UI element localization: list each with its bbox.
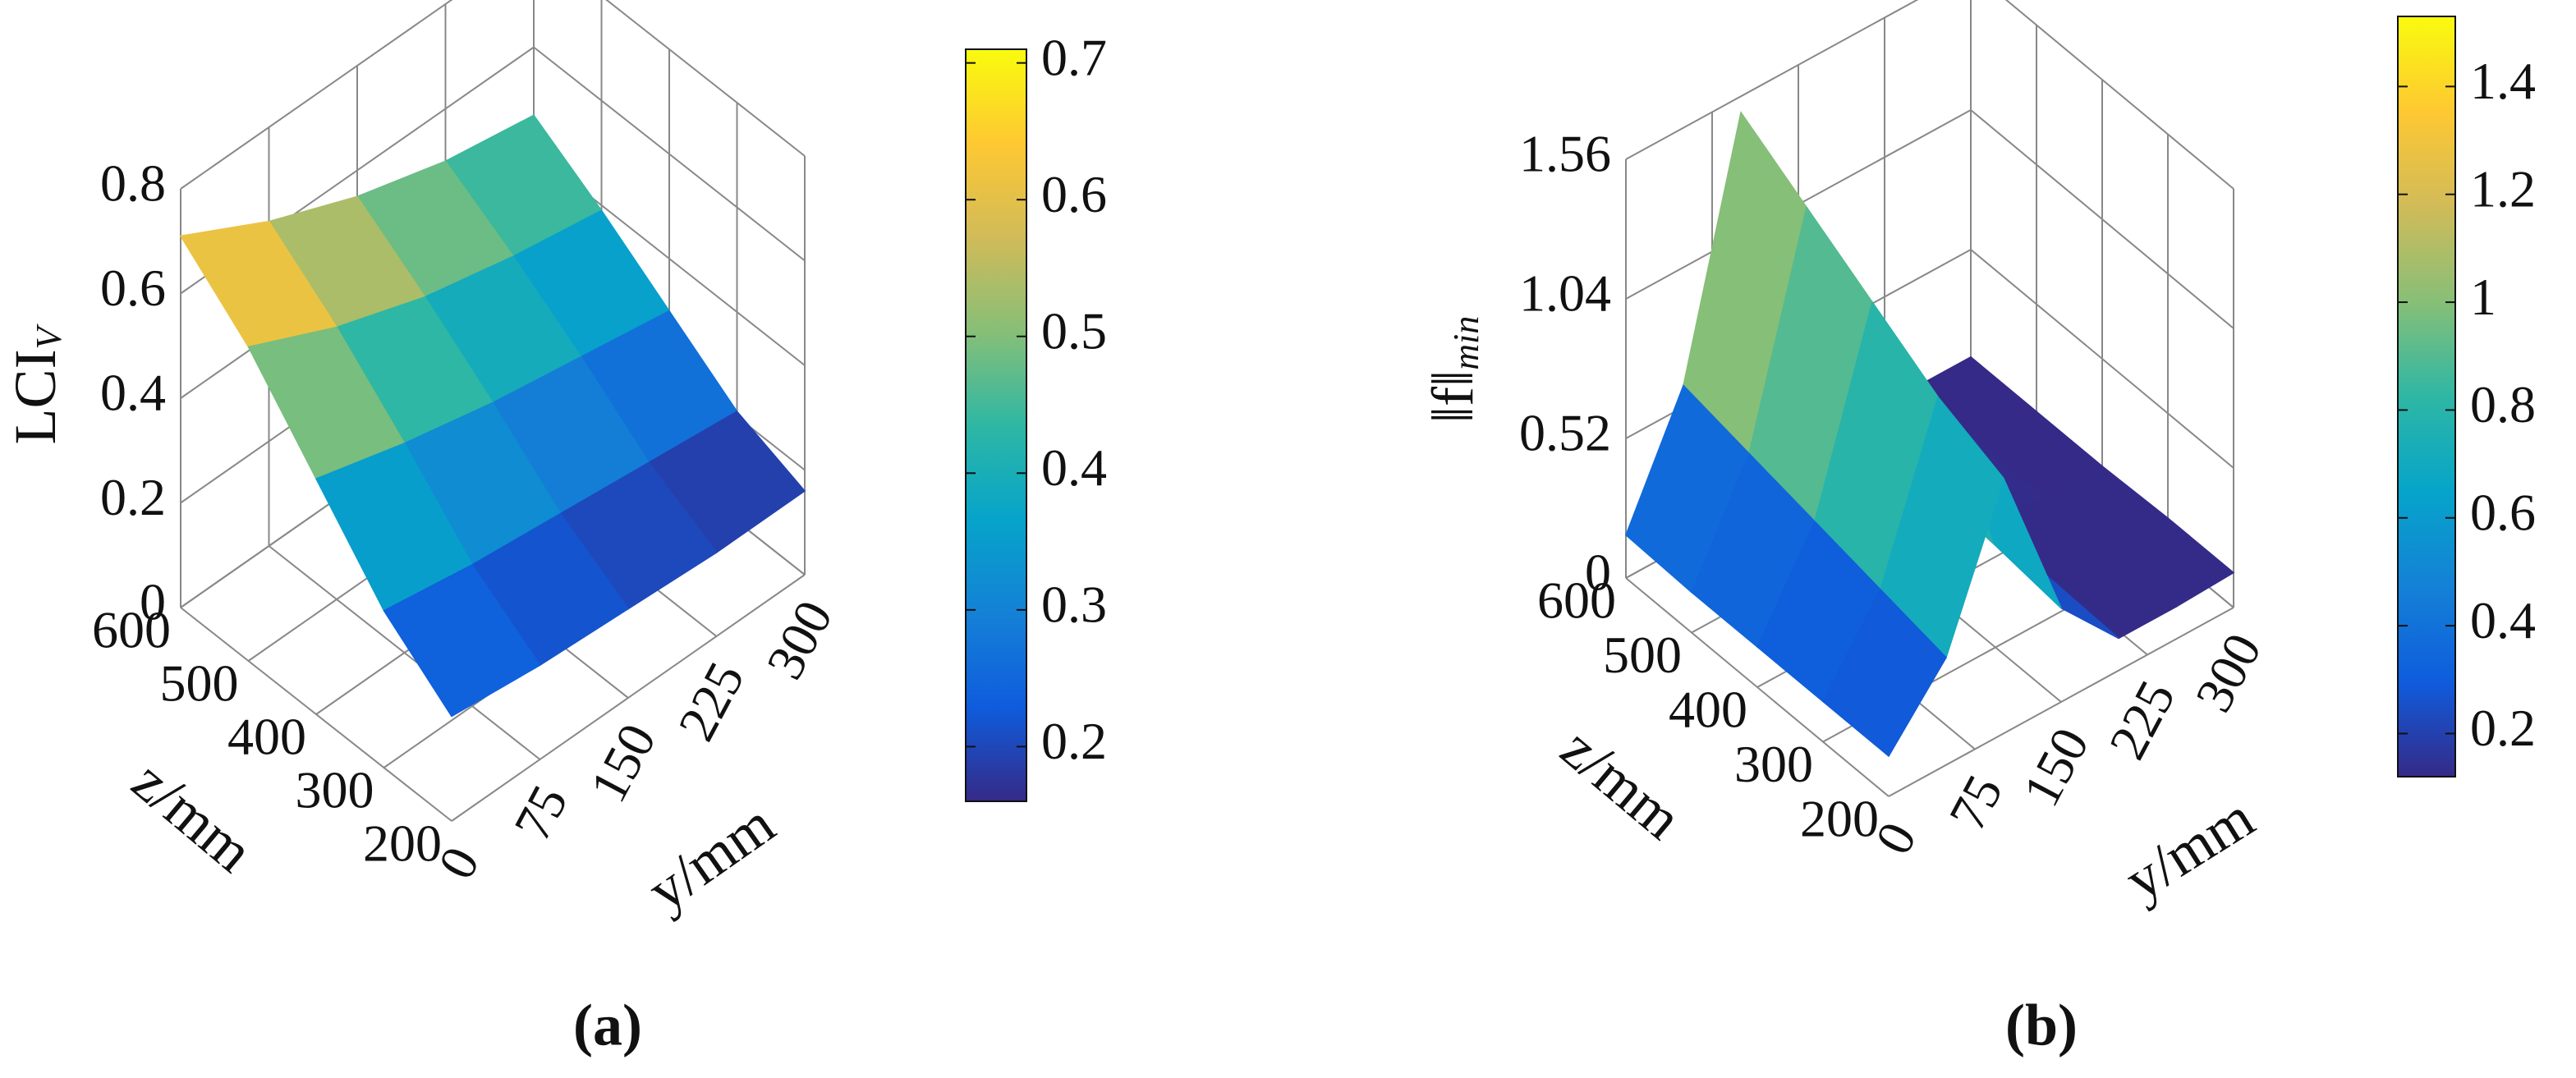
grid-line (1625, 0, 1919, 160)
x-tick-label: 75 (1938, 766, 2014, 840)
colorbar-tick-label: 1 (2470, 268, 2496, 326)
x-tick-label: 0 (427, 837, 491, 888)
z-axis-title-main: ‖f‖ (1420, 370, 1485, 423)
colorbar-tick-label: 1.2 (2470, 159, 2536, 218)
colorbar-tick-label: 0.2 (1041, 712, 1107, 770)
z-tick-label: 0.52 (1519, 404, 1611, 462)
surface-cell (1822, 588, 1947, 758)
x-tick-label: 225 (667, 653, 755, 750)
z-tick-label: 0.6 (100, 259, 166, 317)
colorbar-tick-label: 0.4 (1041, 438, 1107, 497)
grid-line (2004, 0, 2234, 190)
z-tick-label: 0.2 (100, 468, 166, 526)
x-tick-label: 150 (2012, 718, 2101, 815)
colorbar-tick-label: 0.6 (1041, 165, 1107, 223)
z-axis-title-sub: min (1446, 316, 1486, 370)
surface-cell (383, 563, 541, 718)
x-tick-label: 0 (1864, 813, 1928, 864)
y-tick-label: 500 (160, 654, 239, 713)
colorbar-tick-label: 1.4 (2470, 52, 2536, 110)
grid-line (533, 46, 806, 262)
grid-line (1888, 607, 2234, 797)
x-tick-label: 225 (2098, 672, 2187, 768)
x-tick-label: 75 (503, 776, 579, 850)
y-tick-label: 200 (1800, 790, 1879, 848)
z-tick-label: 1.04 (1519, 264, 1611, 323)
colorbar-tick-label: 0.2 (2470, 699, 2536, 757)
x-axis-title: y/mm (2114, 784, 2266, 913)
z-axis-title-main: LCI (2, 349, 68, 444)
z-axis-title-sub: V (29, 323, 69, 349)
colorbar-tick-label: 0.5 (1041, 301, 1107, 360)
grid-line (1970, 249, 2234, 469)
z-axis-title: ‖f‖min (1420, 316, 1487, 423)
z-tick-label: 0.4 (100, 364, 166, 422)
y-tick-label: 300 (1734, 735, 1813, 793)
grid-line (1970, 109, 2234, 329)
y-tick-label: 600 (1537, 571, 1616, 630)
grid-line (605, 0, 806, 157)
z-axis-title: LCIV (2, 323, 70, 444)
y-tick-label: 600 (92, 601, 171, 659)
x-tick-label: 300 (2184, 624, 2273, 721)
z-tick-label: 0.8 (100, 154, 166, 213)
x-axis-title: y/mm (636, 791, 787, 924)
z-tick-label: 0 (1585, 544, 1611, 602)
y-tick-label: 400 (1669, 681, 1747, 739)
x-tick-label: 300 (755, 591, 844, 688)
colorbar-tick-label: 0.8 (2470, 375, 2536, 433)
subfigure-caption: (a) (573, 993, 642, 1058)
y-tick-label: 200 (363, 814, 442, 873)
grid-line (180, 0, 453, 190)
colorbar-tick-label: 0.6 (2470, 483, 2536, 541)
x-tick-label: 150 (579, 714, 668, 811)
colorbar-tick-label: 0.4 (2470, 591, 2536, 649)
y-tick-label: 400 (227, 708, 306, 766)
y-axis-title: z/mm (120, 748, 265, 885)
colorbar-tick-label: 0.7 (1041, 28, 1107, 86)
y-tick-label: 500 (1603, 626, 1682, 684)
colorbar (2397, 16, 2456, 778)
z-tick-label: 0 (140, 573, 166, 631)
colorbar-tick-label: 0.3 (1041, 576, 1107, 634)
z-tick-label: 1.56 (1519, 125, 1611, 183)
colorbar (965, 48, 1027, 802)
subfigure-caption: (b) (2005, 993, 2078, 1058)
y-tick-label: 300 (296, 761, 374, 819)
grid-line (451, 574, 806, 822)
